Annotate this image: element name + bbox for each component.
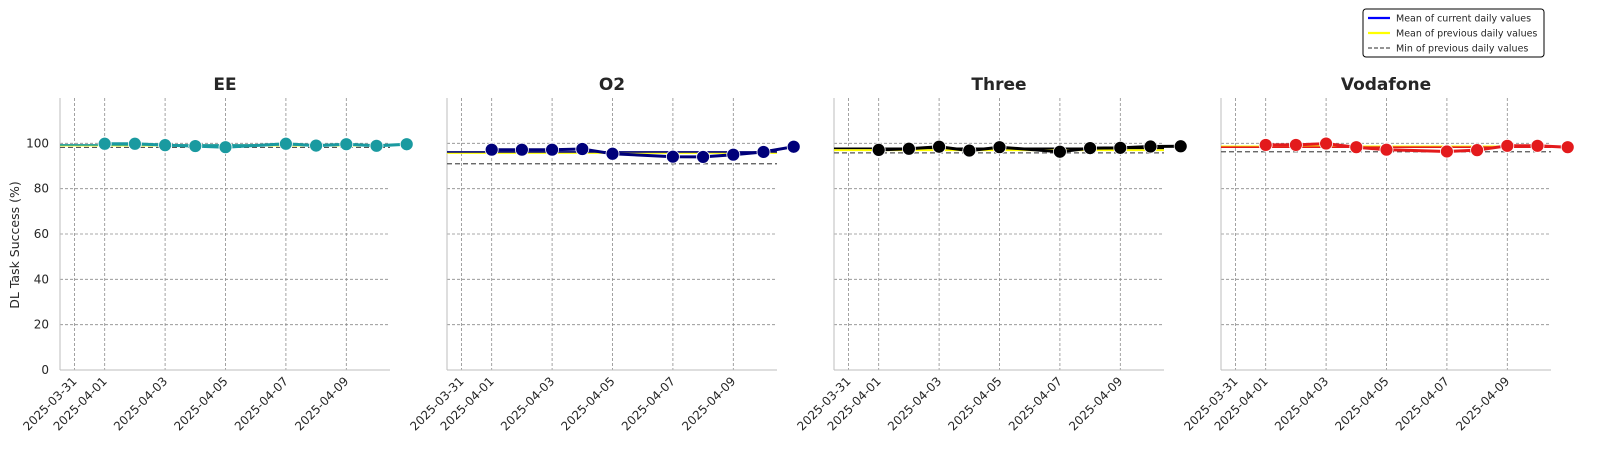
grid [60,98,390,370]
x-tick-label: 2025-04-03 [885,374,944,433]
data-point [97,136,112,151]
y-tick-label: 100 [26,136,49,150]
data-point [1440,144,1454,159]
x-tick-label: 2025-04-03 [498,374,557,433]
data-point [218,140,233,155]
data-point [902,141,916,156]
x-tick-label: 2025-04-09 [1453,374,1512,433]
data-point [786,139,801,154]
y-tick-label: 20 [34,318,49,332]
panel-title: Three [971,75,1026,95]
data-point [1530,138,1545,153]
series-line [1265,142,1568,153]
data-point [309,138,324,153]
y-tick-label: 60 [34,227,49,241]
y-axis-label: DL Task Success (%) [7,181,22,308]
x-tick-label: 2025-04-05 [945,374,1004,433]
x-tick-label: 2025-04-03 [1272,374,1331,433]
data-point [1319,136,1333,151]
panel-title: Vodafone [1341,75,1431,95]
data-point [726,147,741,162]
data-point [1053,144,1067,159]
data-point [188,139,203,153]
x-tick-label: 2025-04-07 [232,374,291,433]
grid [834,98,1164,370]
y-tick-label: 0 [41,363,49,377]
y-tick-label: 40 [34,272,49,286]
legend-label: Mean of current daily values [1396,14,1531,25]
data-point [278,136,293,151]
legend-label: Mean of previous daily values [1396,29,1537,40]
data-point [756,145,771,159]
data-point [666,149,680,164]
series-line [878,144,1181,154]
data-point [369,138,384,153]
x-tick-label: 2025-04-03 [111,374,170,433]
data-point [962,143,977,158]
x-tick-label: 2025-04-07 [1393,374,1452,433]
x-tick-label: 2025-04-05 [558,374,617,433]
panel-title: EE [213,75,236,95]
x-tick-label: 2025-04-05 [171,374,230,433]
data-point [545,142,559,157]
data-point [1083,141,1097,155]
legend: Mean of current daily values Mean of prev… [1362,8,1545,58]
data-point [1258,138,1273,152]
data-point [399,137,414,152]
data-point [515,142,529,157]
data-point [1289,138,1303,152]
series-line [104,142,407,149]
grid [1221,98,1551,370]
legend-label: Min of previous daily values [1396,44,1528,55]
data-point [932,139,946,154]
data-point [605,146,620,161]
data-point [1113,140,1128,155]
data-point [696,150,710,164]
data-point [1560,140,1575,155]
data-point [1143,139,1158,154]
x-tick-label: 2025-04-07 [619,374,678,433]
data-point [1349,140,1364,155]
x-tick-label: 2025-04-07 [1006,374,1065,433]
grid [447,98,777,370]
data-point [1173,139,1188,154]
data-point [484,142,499,157]
x-tick-label: 2025-04-09 [679,374,738,433]
x-tick-label: 2025-04-09 [1066,374,1125,433]
panel-title: O2 [599,75,625,95]
data-point [575,142,590,156]
x-tick-label: 2025-04-05 [1332,374,1391,433]
data-point [871,143,886,157]
data-point [1500,138,1515,153]
data-point [158,138,173,153]
legend-box [1362,8,1545,58]
data-point [1470,143,1484,158]
y-tick-label: 80 [34,182,49,196]
data-point [127,136,142,151]
data-point [992,140,1007,155]
data-point [339,137,354,152]
data-point [1379,142,1394,157]
series-line [491,145,794,159]
x-tick-label: 2025-04-09 [292,374,351,433]
